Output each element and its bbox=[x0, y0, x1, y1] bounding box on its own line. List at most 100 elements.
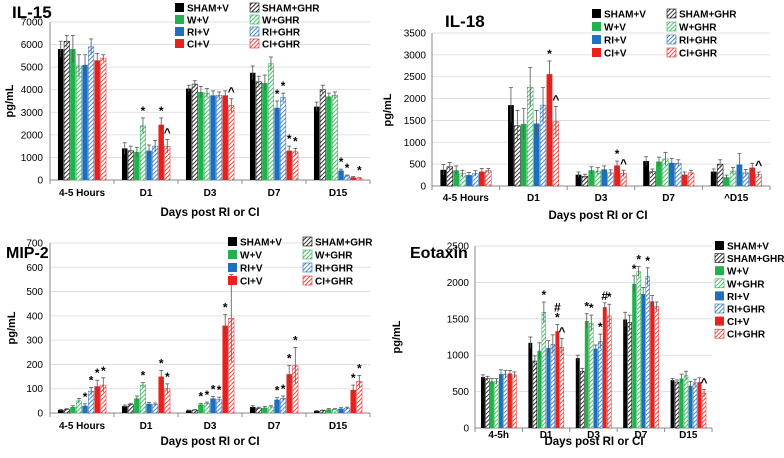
legend-swatch-sham-v bbox=[175, 3, 184, 12]
bar-w-v-d7 bbox=[656, 161, 662, 186]
significance-marker: * bbox=[159, 104, 164, 118]
y-tick-label: 0 bbox=[37, 176, 43, 187]
bar-sham-ghr-4-5-hours bbox=[63, 40, 70, 181]
x-tick-label: 4-5 Hours bbox=[59, 188, 106, 199]
y-tick-label: 1500 bbox=[447, 314, 470, 325]
legend-swatch-ri-ghr bbox=[302, 262, 313, 273]
legend-label-ci-ghr: CI+GHR bbox=[315, 277, 354, 288]
x-tick-label: ^D15 bbox=[724, 193, 749, 204]
bar-ci-v-d7 bbox=[650, 301, 655, 428]
significance-marker: * bbox=[645, 254, 650, 268]
bar-ri-ghr-d3 bbox=[598, 341, 603, 429]
legend-swatch-sham-ghr bbox=[666, 8, 677, 19]
significance-marker: ^ bbox=[228, 85, 235, 99]
legend-label-sham-ghr: SHAM+GHR bbox=[262, 4, 320, 15]
bar-ci-ghr-d15 bbox=[701, 392, 707, 429]
y-axis-label: pg/mL bbox=[4, 84, 16, 117]
bar-ri-v-d1 bbox=[546, 347, 551, 428]
legend-swatch-ri-ghr bbox=[249, 26, 260, 37]
bar-sham-v-d15 bbox=[710, 171, 717, 186]
bar-ri-v-4-5-hours bbox=[466, 175, 472, 186]
y-tick-label: 2500 bbox=[404, 72, 427, 83]
y-tick-label: 2500 bbox=[447, 242, 470, 253]
bar-w-v-d1 bbox=[537, 350, 542, 428]
significance-marker: ^ bbox=[755, 158, 762, 172]
legend-label-ci-ghr: CI+GHR bbox=[727, 330, 766, 341]
bar-w-v-d1 bbox=[134, 398, 140, 413]
bar-sham-v-d15 bbox=[670, 379, 675, 428]
bar-w-v-d3 bbox=[198, 404, 204, 413]
y-axis-label: pg/mL bbox=[382, 93, 394, 126]
y-tick-label: 5000 bbox=[21, 63, 44, 74]
x-tick-label: 4-5h bbox=[488, 430, 509, 441]
bar-w-v-4-5-hours bbox=[70, 49, 76, 181]
bar-w-ghr-4-5-hours bbox=[75, 65, 82, 181]
significance-marker: # * bbox=[554, 301, 561, 325]
bar-ci-ghr-d7 bbox=[292, 151, 299, 181]
bar-ri-v-4-5-hours bbox=[82, 405, 88, 413]
bar-w-ghr-d3 bbox=[203, 403, 210, 414]
bar-ci-v-d7 bbox=[286, 374, 292, 413]
legend-swatch-w-v bbox=[228, 250, 237, 259]
legend-swatch-w-ghr bbox=[714, 278, 725, 289]
bar-w-ghr-d15 bbox=[683, 375, 689, 429]
bar-sham-ghr-4-5h bbox=[485, 378, 490, 429]
legend-label-ri-ghr: RI+GHR bbox=[679, 36, 718, 47]
significance-marker: * bbox=[351, 371, 356, 385]
bar-ci-ghr-d3 bbox=[607, 315, 612, 429]
bar-ri-ghr-4-5-hours bbox=[88, 46, 95, 181]
y-tick-label: 1000 bbox=[447, 351, 470, 362]
bar-sham-v-d3 bbox=[575, 174, 582, 186]
y-tick-label: 2000 bbox=[21, 130, 44, 141]
significance-marker: * bbox=[607, 290, 612, 304]
significance-marker: * bbox=[636, 252, 641, 266]
significance-marker: * bbox=[141, 104, 146, 118]
bar-ci-v-d15 bbox=[350, 389, 356, 413]
significance-marker: * bbox=[101, 364, 106, 378]
legend-label-w-ghr: W+GHR bbox=[262, 16, 300, 27]
significance-marker: ^ bbox=[620, 156, 627, 170]
significance-marker: ^ bbox=[164, 125, 171, 139]
bar-w-v-d15 bbox=[326, 409, 332, 413]
bar-w-ghr-d15 bbox=[331, 95, 338, 181]
legend-swatch-ci-v bbox=[228, 276, 237, 285]
legend-swatch-w-ghr bbox=[302, 249, 313, 260]
bar-sham-v-d1 bbox=[121, 406, 128, 413]
x-tick-label: D3 bbox=[587, 430, 600, 441]
significance-marker: * bbox=[159, 357, 164, 371]
legend-label-w-ghr: W+GHR bbox=[727, 279, 765, 290]
legend-swatch-sham-ghr bbox=[302, 236, 313, 247]
significance-marker: * bbox=[217, 383, 222, 397]
significance-marker: * bbox=[287, 132, 292, 146]
bar-ri-v-d15 bbox=[338, 408, 344, 413]
panel-il15: 0 1000 2000 3000 4000 5000 6000 7000 4-5 Hours D1… bbox=[4, 2, 371, 219]
legend-swatch-sham-v bbox=[715, 241, 724, 250]
significance-marker: * bbox=[281, 79, 286, 93]
y-tick-label: 0 bbox=[463, 424, 469, 435]
x-axis-label: Days post RI or CI bbox=[548, 210, 647, 222]
bar-sham-v-d15 bbox=[313, 411, 320, 413]
bar-ri-v-d7 bbox=[668, 162, 675, 186]
y-tick-label: 6000 bbox=[21, 40, 44, 51]
bar-ci-v-d3 bbox=[222, 95, 228, 180]
legend-swatch-ri-v bbox=[228, 263, 237, 272]
significance-marker: * bbox=[205, 388, 210, 402]
bar-ci-v-4-5h bbox=[508, 373, 512, 428]
significance-marker: * bbox=[275, 87, 280, 101]
bar-w-ghr-d3 bbox=[203, 92, 210, 181]
bar-w-v-4-5-hours bbox=[453, 170, 460, 186]
bar-ri-v-4-5-hours bbox=[82, 64, 88, 180]
bar-ci-v-d7 bbox=[681, 174, 688, 186]
significance-marker: * bbox=[357, 164, 362, 178]
significance-marker: * bbox=[293, 333, 298, 347]
bar-ci-v-4-5-hours bbox=[94, 60, 100, 180]
bar-ci-v-4-5-hours bbox=[478, 171, 485, 186]
x-axis-label: Days post RI or CI bbox=[160, 436, 259, 448]
bar-ri-v-4-5h bbox=[499, 374, 503, 428]
legend-label-ci-ghr: CI+GHR bbox=[262, 40, 301, 51]
bar-ci-ghr-4-5h bbox=[512, 374, 517, 429]
bar-ri-v-d7 bbox=[641, 294, 646, 428]
y-axis-label: pg/mL bbox=[6, 311, 18, 344]
